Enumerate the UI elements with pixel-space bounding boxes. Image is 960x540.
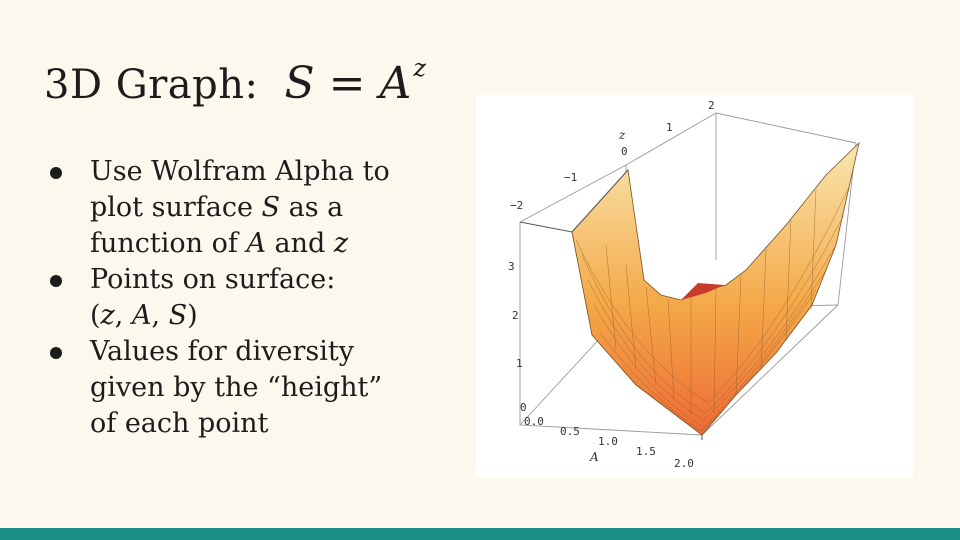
bullet-text: , <box>114 300 132 331</box>
a-tick: 2.0 <box>674 457 694 470</box>
formula-lhs: S <box>284 58 315 109</box>
bullet-text: plot surface <box>90 192 262 223</box>
bullet-text: and <box>265 228 334 259</box>
bullet-item: Use Wolfram Alpha to plot surface S as a… <box>46 154 426 262</box>
math-var: A <box>246 228 266 259</box>
bullet-dot <box>50 275 62 287</box>
math-var: z <box>100 300 115 331</box>
formula-base: A <box>379 58 412 109</box>
slide-title: 3D Graph: S = A z <box>44 54 426 109</box>
math-var: S <box>261 192 281 223</box>
bullet-line: of each point <box>90 408 269 439</box>
accent-bar <box>0 528 960 540</box>
z-axis-label: z <box>618 128 626 142</box>
s-tick: 1 <box>516 357 523 370</box>
z-tick: −1 <box>564 171 577 184</box>
bullet-line: Use Wolfram Alpha to <box>90 156 390 187</box>
surface-main-sheet <box>571 141 860 436</box>
surface-plot-image: 2 1 0 −1 −2 z 3 2 1 0 0.0 0.5 1.0 1.5 2.… <box>476 95 913 478</box>
bullet-item: Points on surface: (z, A, S) <box>46 262 426 334</box>
math-var: A <box>131 300 152 331</box>
z-tick: 0 <box>621 145 628 158</box>
bullet-line: Points on surface: <box>90 264 336 295</box>
formula-exponent: z <box>413 54 426 82</box>
bullet-list: Use Wolfram Alpha to plot surface S as a… <box>46 154 426 442</box>
a-tick: 1.0 <box>598 435 618 448</box>
bullet-text: ( <box>90 300 101 331</box>
z-tick: 1 <box>666 121 673 134</box>
bullet-text: function of <box>90 228 247 259</box>
a-axis-label: A <box>589 450 599 464</box>
bullet-dot <box>50 167 62 179</box>
z-tick: 2 <box>708 99 715 112</box>
a-tick: 1.5 <box>636 445 656 458</box>
a-tick: 0.5 <box>560 425 580 438</box>
bullet-item: Values for diversity given by the “heigh… <box>46 334 426 442</box>
bullet-line: Values for diversity <box>90 336 354 367</box>
z-tick: −2 <box>510 199 523 212</box>
bullet-line: (z, A, S) <box>90 298 426 334</box>
math-var: z <box>333 228 349 259</box>
plot-box-front <box>519 169 703 440</box>
surface-red-patch <box>681 283 724 300</box>
surface-mesh <box>575 184 851 432</box>
title-text: 3D Graph: <box>44 62 259 108</box>
s-tick: 3 <box>508 260 515 273</box>
bullet-line: given by the “height” <box>90 372 383 403</box>
bullet-text: as a <box>280 192 344 223</box>
math-var: S <box>168 300 188 331</box>
surface-plot-svg: 2 1 0 −1 −2 z 3 2 1 0 0.0 0.5 1.0 1.5 2.… <box>508 99 860 470</box>
a-tick: 0.0 <box>524 415 544 428</box>
s-tick: 2 <box>512 309 519 322</box>
bullet-line: plot surface S as a <box>90 190 426 226</box>
bullet-text: ) <box>187 300 198 331</box>
bullet-text: , <box>151 300 169 331</box>
s-tick: 0 <box>520 401 527 414</box>
bullet-dot <box>50 347 62 359</box>
title-formula: S = A z <box>284 54 426 109</box>
bullet-line: function of A and z <box>90 226 426 262</box>
formula-equals: = <box>328 58 366 109</box>
